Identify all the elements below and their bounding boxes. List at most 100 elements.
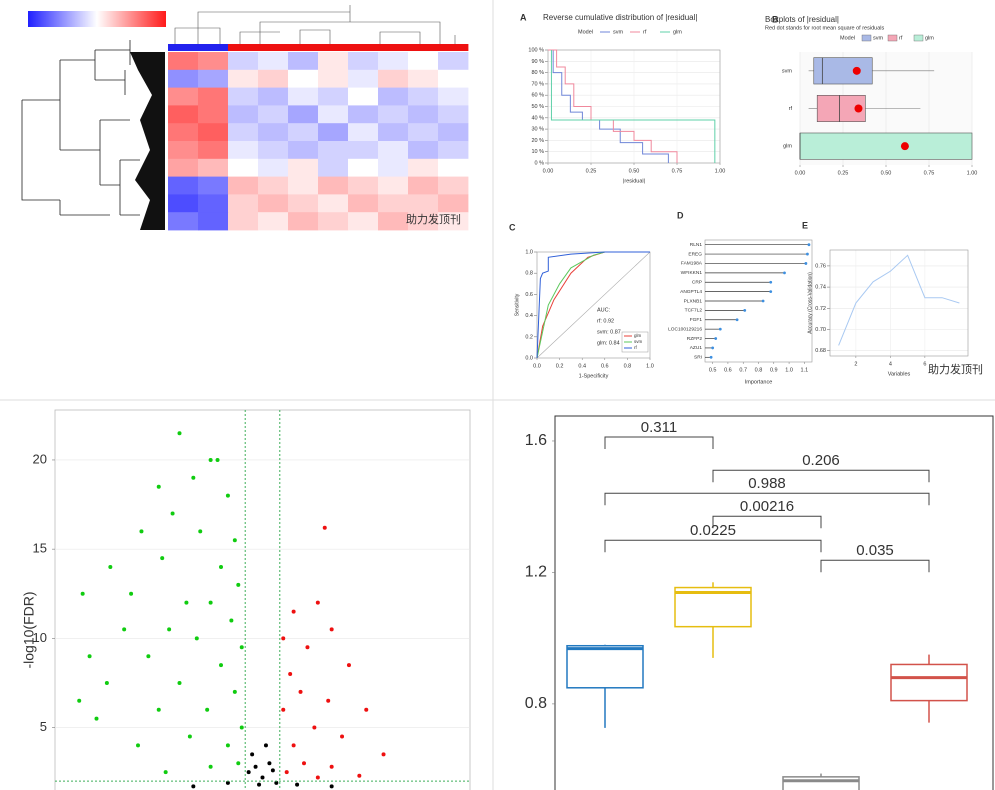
y-tick-label: FAM198A (681, 261, 703, 267)
point (191, 784, 196, 789)
heatmap-cell (258, 158, 289, 177)
series-line (550, 50, 716, 163)
y-tick-label: CRP (692, 279, 702, 285)
heatmap-cell (378, 212, 409, 231)
comparison-bracket (604, 436, 714, 450)
point (236, 582, 241, 587)
legend-title: Model (578, 29, 593, 35)
comparison-label: 0.035 (856, 542, 894, 559)
x-tick-label: 0.50 (629, 168, 640, 174)
point (381, 752, 386, 757)
point (346, 663, 351, 668)
comparison-label: 0.0225 (690, 522, 736, 539)
point (208, 600, 213, 605)
heatmap-cell (378, 87, 409, 106)
point (208, 764, 213, 769)
y-tick-label: 80 % (531, 70, 544, 76)
heatmap-cell (378, 158, 409, 177)
heatmap-cell (348, 87, 379, 106)
watermark: 助力发顶刊 (406, 212, 461, 226)
points (77, 431, 386, 789)
group-bar (168, 44, 199, 51)
lollipop-dot (735, 318, 739, 322)
box (890, 663, 968, 702)
y-tick-label: 0.76 (815, 263, 826, 269)
panel-label: E (802, 220, 808, 230)
heatmap-cell (168, 123, 199, 142)
heatmap-cell (408, 105, 439, 124)
heatmap-cell (378, 141, 409, 160)
y-tick-label: 15 (33, 541, 47, 556)
point (329, 764, 334, 769)
y-tick-label: 0.2 (525, 334, 533, 340)
heatmap-cell (168, 212, 199, 231)
point (315, 775, 320, 780)
y-tick-label: TCF7L2 (685, 308, 703, 314)
heatmap-cell (168, 52, 199, 71)
point (139, 529, 144, 534)
point (87, 654, 92, 659)
lollipop-dot (804, 262, 808, 265)
heatmap-cell (438, 105, 469, 124)
point (274, 780, 279, 785)
heatmap-cell (288, 212, 319, 231)
point (236, 761, 241, 766)
x-axis-label: |residual| (623, 178, 645, 184)
y-tick-label: PLXNB1 (684, 298, 703, 304)
heatmap-cell (258, 69, 289, 88)
y-axis-label: Sensitivity (514, 293, 520, 316)
heatmap-cell (318, 212, 349, 231)
comparison-label: 0.311 (641, 419, 677, 436)
point (288, 672, 293, 677)
heatmap-cell (168, 158, 199, 177)
heatmap-cell (348, 69, 379, 88)
heatmap-cell (168, 194, 199, 213)
plot-frame (829, 249, 969, 357)
x-axis-label: Importance (745, 379, 773, 385)
heatmap-cell (438, 212, 469, 231)
legend-label: svm (873, 35, 884, 41)
mean-dot (854, 104, 863, 113)
y-tick-label: EREG (688, 251, 702, 257)
heatmap-cell (438, 141, 469, 160)
y-tick-label: 0 % (535, 160, 545, 166)
lollipop-dot (806, 252, 809, 256)
point (295, 782, 300, 787)
row-dendrogram (21, 40, 165, 230)
group-bar (318, 44, 349, 51)
legend-label: glm (634, 333, 642, 338)
comparison-label: 0.00216 (740, 498, 794, 515)
heatmap-cell (168, 141, 199, 160)
legend-label: rf (643, 29, 647, 35)
point (170, 511, 175, 516)
y-tick-label: RZFP2 (687, 336, 703, 342)
heatmap-cell (288, 87, 319, 106)
y-tick-label: 30 % (531, 127, 544, 133)
heatmap-cell (318, 52, 349, 71)
heatmap-cell (348, 212, 379, 231)
point (315, 600, 320, 605)
point (284, 770, 289, 775)
x-tick-label: 0.8 (755, 367, 763, 373)
heatmap-cell (228, 52, 259, 71)
heatmap-cell (348, 141, 379, 160)
y-tick-label: 10 (33, 630, 47, 645)
heatmap-cell (198, 176, 229, 195)
comparison-bracket (712, 515, 822, 529)
legend-swatch (887, 34, 898, 42)
heatmap-cell (168, 69, 199, 88)
point (77, 698, 82, 703)
heatmap-cell (378, 194, 409, 213)
y-tick-label: glm (783, 144, 792, 150)
x-tick-label: 1.0 (646, 363, 654, 369)
x-tick-label: 0.8 (624, 363, 632, 369)
point (225, 493, 230, 498)
heatmap-cell (198, 52, 229, 71)
x-axis-label: 1-Specificity (579, 373, 609, 379)
y-tick-label: 0.70 (815, 327, 826, 333)
y-axis-label: Accuracy (Cross-Validation) (807, 272, 813, 334)
box (799, 132, 973, 160)
legend-swatch (913, 34, 924, 42)
y-tick-label: svm (782, 68, 793, 74)
point (329, 627, 334, 632)
